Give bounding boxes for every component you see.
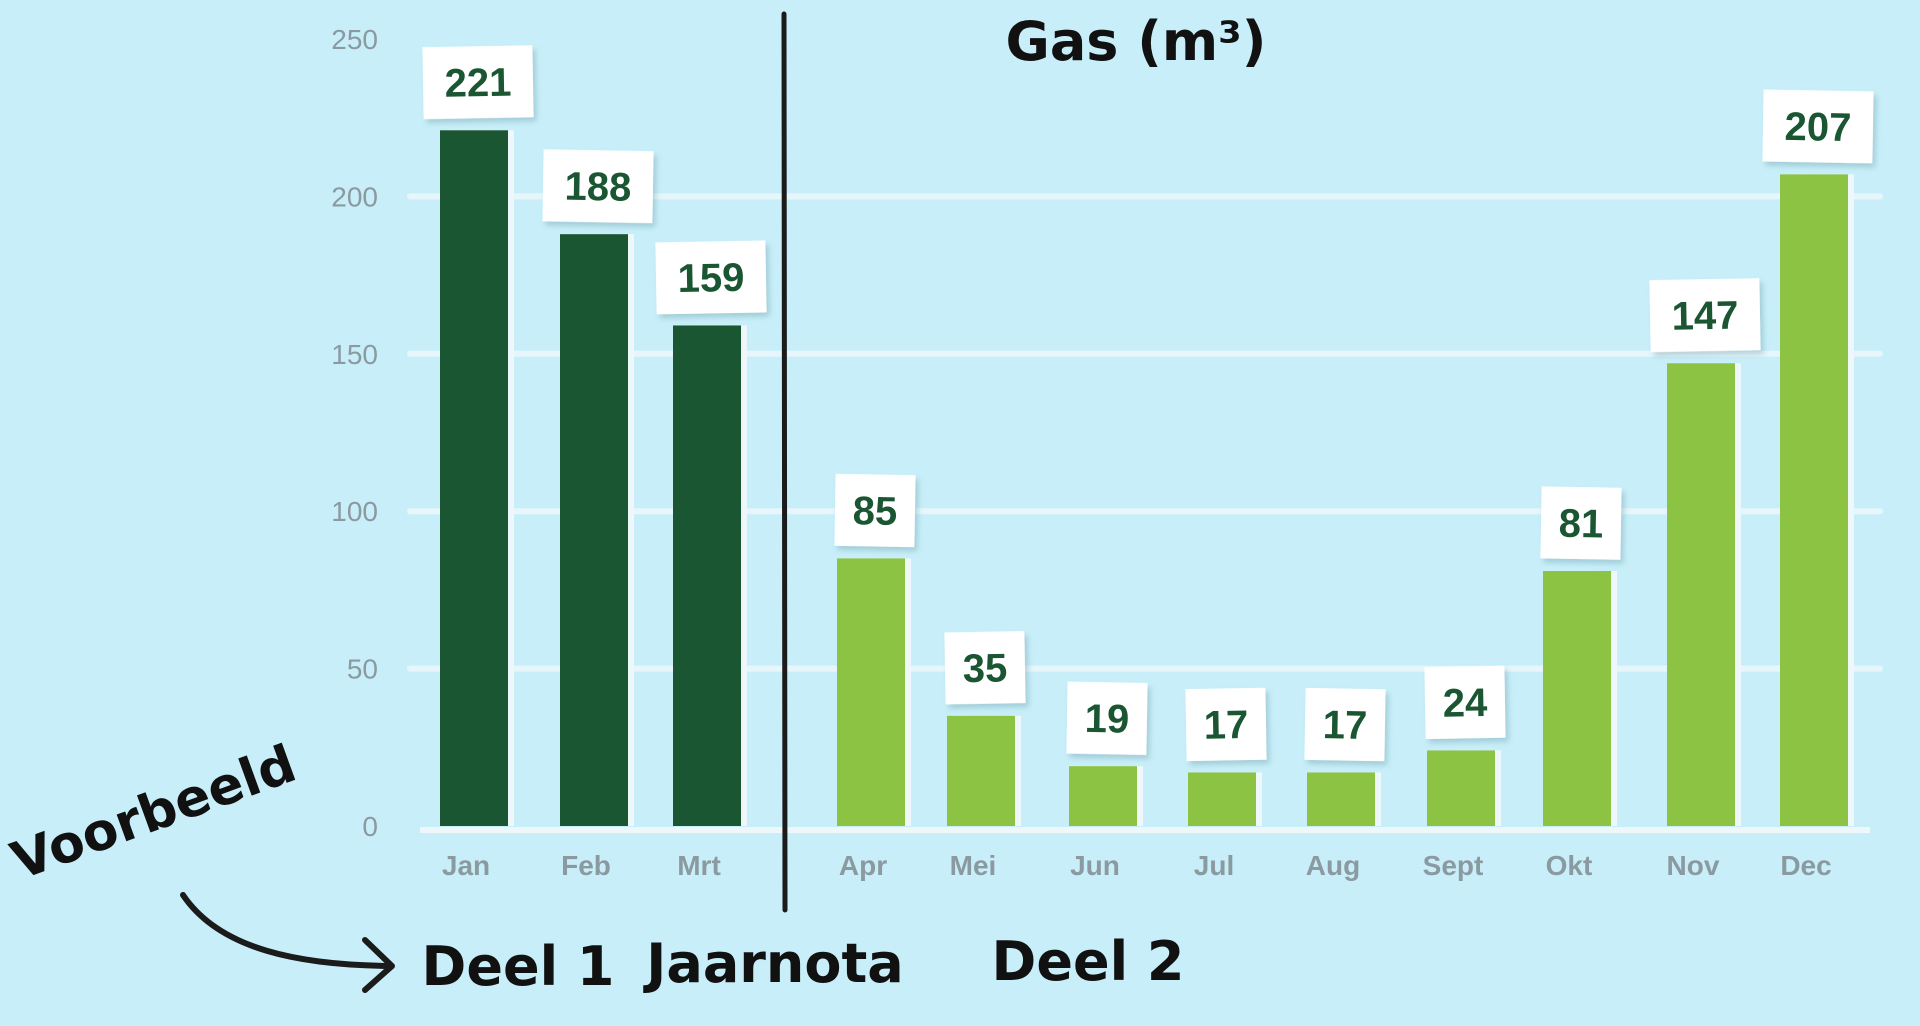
data-label-box — [655, 240, 767, 315]
bar-okt — [1543, 571, 1611, 826]
data-label: 207 — [1762, 89, 1874, 164]
data-label-value: 188 — [564, 165, 632, 210]
deel1-label: Deel 1 — [422, 935, 615, 998]
data-label-box — [1540, 486, 1622, 560]
chart-title: Gas (m³) — [1006, 10, 1267, 73]
data-label-value: 35 — [962, 646, 1007, 691]
data-label-value: 24 — [1442, 681, 1488, 726]
data-label-box — [1649, 278, 1761, 353]
bar-aug — [1307, 772, 1375, 826]
data-label: 81 — [1540, 486, 1622, 560]
x-tick-label: Mei — [950, 850, 997, 881]
data-label-box — [1066, 681, 1148, 755]
data-label: 221 — [422, 45, 534, 120]
bar-mrt — [673, 325, 741, 826]
bar-dec — [1780, 174, 1848, 826]
y-tick-label: 0 — [362, 811, 378, 842]
deel2-label: Deel 2 — [992, 930, 1185, 993]
data-label: 19 — [1066, 681, 1148, 755]
data-label-value: 17 — [1322, 703, 1367, 748]
data-label-value: 159 — [677, 256, 745, 301]
data-label: 35 — [944, 631, 1026, 705]
y-tick-label: 50 — [347, 654, 378, 685]
data-label-value: 147 — [1671, 294, 1739, 339]
x-tick-label: Nov — [1667, 850, 1720, 881]
y-tick-label: 200 — [331, 181, 378, 212]
data-label-box — [1304, 687, 1386, 762]
data-label-box — [422, 45, 534, 120]
x-tick-label: Okt — [1546, 850, 1593, 881]
data-label: 24 — [1424, 665, 1506, 740]
data-label-box — [944, 631, 1026, 705]
data-label-value: 207 — [1784, 105, 1852, 150]
voorbeeld-annotation: Voorbeeld — [4, 734, 304, 892]
data-label: 17 — [1304, 687, 1386, 762]
x-tick-label: Dec — [1780, 850, 1831, 881]
bar-sept — [1427, 750, 1495, 826]
bar-apr — [837, 558, 905, 826]
data-label-box — [834, 473, 916, 548]
bar-nov — [1667, 363, 1735, 826]
data-label-box — [542, 149, 654, 224]
x-tick-label: Aug — [1306, 850, 1360, 881]
bar-jun — [1069, 766, 1137, 826]
data-label-value: 81 — [1558, 502, 1603, 547]
x-tick-label: Jul — [1194, 850, 1234, 881]
data-label: 159 — [655, 240, 767, 315]
data-label-value: 221 — [444, 61, 512, 106]
x-tick-label: Sept — [1423, 850, 1484, 881]
x-tick-label: Jun — [1070, 850, 1120, 881]
x-tick-label: Feb — [561, 850, 611, 881]
x-tick-label: Jan — [442, 850, 490, 881]
x-tick-label: Mrt — [677, 850, 721, 881]
bar-jan — [440, 130, 508, 827]
data-label: 85 — [834, 473, 916, 548]
data-label-box — [1424, 665, 1506, 740]
y-tick-label: 100 — [331, 496, 378, 527]
bar-feb — [560, 234, 628, 826]
y-tick-label: 250 — [331, 24, 378, 55]
data-label-value: 85 — [852, 489, 897, 534]
data-label-value: 19 — [1084, 697, 1129, 742]
bar-jul — [1188, 772, 1256, 826]
y-tick-label: 150 — [331, 339, 378, 370]
data-label-box — [1762, 89, 1874, 164]
data-label: 147 — [1649, 278, 1761, 353]
arrow-icon — [180, 892, 393, 969]
data-label: 188 — [542, 149, 654, 224]
x-tick-label: Apr — [839, 850, 887, 881]
arrow-head-icon — [362, 937, 395, 993]
data-label: 17 — [1185, 687, 1267, 762]
bar-mei — [947, 715, 1015, 826]
data-label-box — [1185, 687, 1267, 762]
jaarnota-label: Jaarnota — [642, 932, 903, 995]
jaarnota-divider — [781, 11, 788, 913]
data-label-value: 17 — [1203, 703, 1248, 748]
